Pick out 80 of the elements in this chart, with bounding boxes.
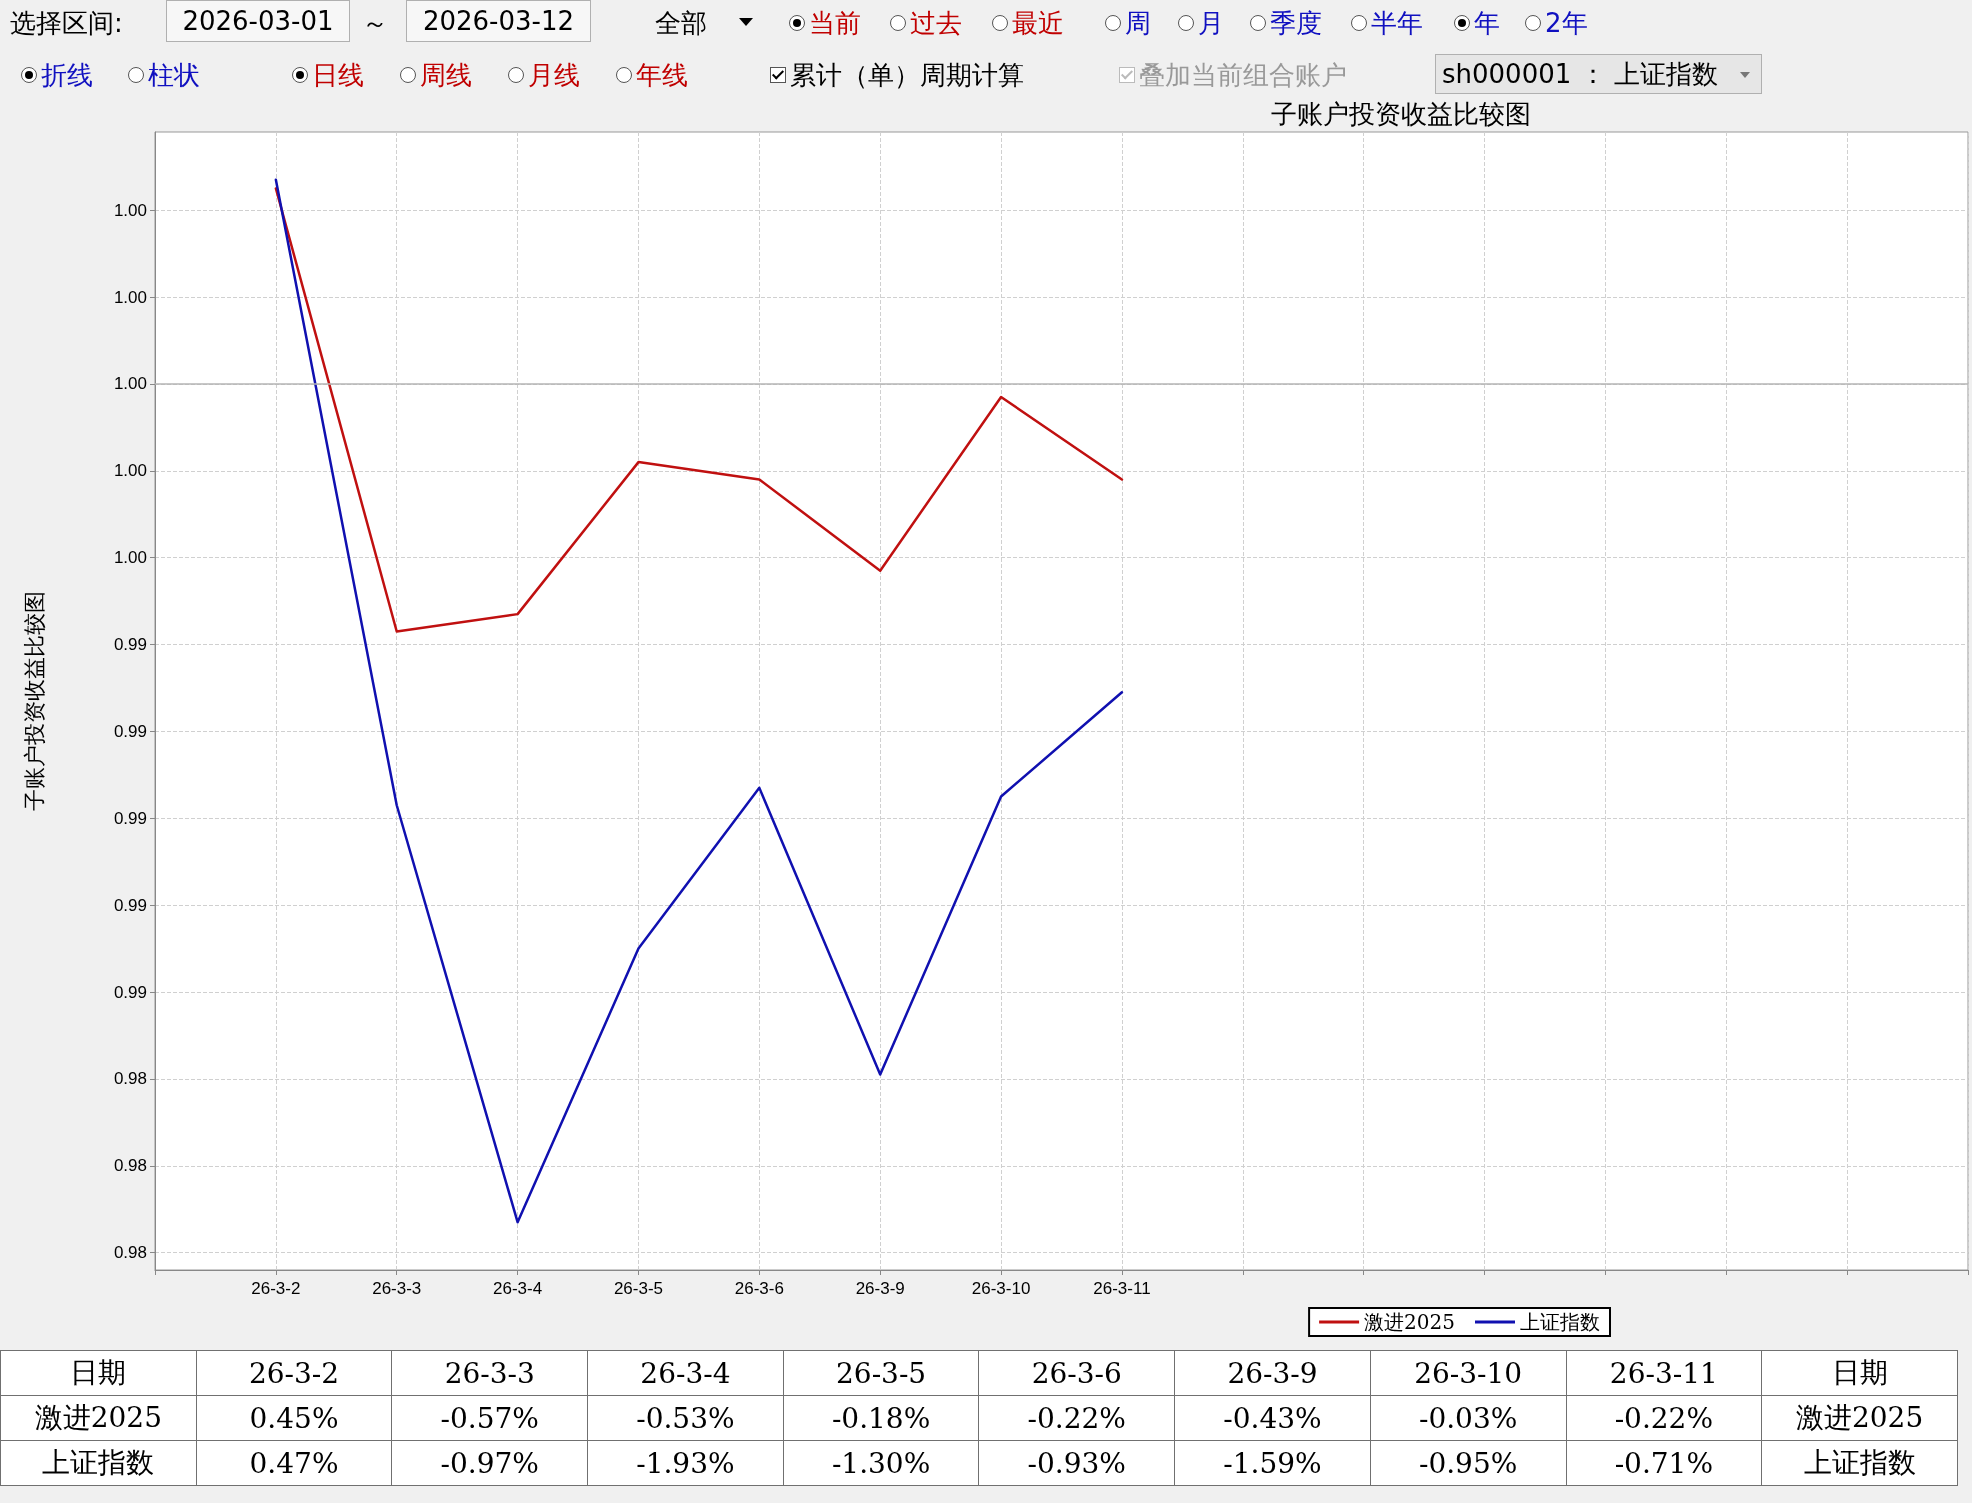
text: 累计（单）周期计算 — [790, 60, 1024, 90]
text: -0.71% — [1566, 1440, 1762, 1486]
text: -1.93% — [587, 1440, 784, 1486]
text: 日期 — [1761, 1350, 1958, 1396]
x-tick-label: 26-3-10 — [971, 1279, 1031, 1298]
text: 年线 — [636, 60, 688, 90]
text: 周 — [1125, 8, 1151, 38]
y-axis-title: 子账户投资收益比较图 — [21, 591, 47, 811]
text: 26-3-6 — [978, 1350, 1175, 1396]
text: 日线 — [312, 60, 364, 90]
text: -0.97% — [391, 1440, 588, 1486]
y-tick-label: 0.98 — [113, 1156, 147, 1176]
y-tick-label: 0.98 — [113, 1069, 147, 1089]
text: 26-3-11 — [1566, 1350, 1762, 1396]
text: -0.22% — [1566, 1395, 1762, 1441]
text: 激进2025 — [0, 1395, 197, 1441]
text: 叠加当前组合账户 — [1139, 60, 1347, 90]
legend-label: 激进2025 — [1364, 1310, 1456, 1334]
y-tick-label: 0.99 — [113, 808, 147, 828]
y-tick-label: 1.00 — [113, 287, 147, 307]
x-tick-label: 26-3-3 — [372, 1279, 422, 1298]
text: -0.43% — [1174, 1395, 1371, 1441]
text: 月线 — [528, 60, 580, 90]
line-series — [274, 187, 1124, 633]
text: -0.03% — [1370, 1395, 1566, 1441]
text: -0.53% — [587, 1395, 784, 1441]
text: -1.59% — [1174, 1440, 1371, 1486]
text: 26-3-3 — [391, 1350, 588, 1396]
text: 0.47% — [196, 1440, 392, 1486]
text: 半年 — [1371, 8, 1423, 38]
line-series — [274, 178, 1124, 1224]
y-tick-label: 0.99 — [113, 721, 147, 741]
text: 全部 — [655, 8, 707, 38]
text: 2年 — [1545, 8, 1588, 38]
text: 年 — [1474, 8, 1500, 38]
text: -0.22% — [978, 1395, 1175, 1441]
y-tick-label: 0.99 — [113, 635, 147, 655]
y-tick-label: 1.00 — [113, 374, 147, 394]
text: 26-3-5 — [783, 1350, 979, 1396]
y-tick-label: 0.99 — [113, 895, 147, 915]
text: 折线 — [41, 60, 93, 90]
text: 26-3-9 — [1174, 1350, 1371, 1396]
text: 当前 — [809, 8, 861, 38]
text: 2026-03-01 — [182, 6, 334, 36]
text: 0.45% — [196, 1395, 392, 1441]
x-tick-label: 26-3-6 — [734, 1279, 784, 1298]
text: 最近 — [1012, 8, 1064, 38]
x-tick-label: 26-3-11 — [1093, 1279, 1151, 1298]
chart-title: 子账户投资收益比较图 — [1271, 99, 1531, 129]
text: 2026-03-12 — [422, 6, 575, 36]
text: -0.95% — [1370, 1440, 1566, 1486]
text: -0.18% — [783, 1395, 979, 1441]
text: 周线 — [420, 60, 472, 90]
text: 选择区间: — [10, 8, 123, 38]
x-tick-label: 26-3-4 — [493, 1279, 543, 1298]
y-tick-label: 1.00 — [113, 200, 147, 220]
text: -1.30% — [783, 1440, 979, 1486]
y-tick-label: 0.99 — [113, 982, 147, 1002]
x-tick-label: 26-3-9 — [855, 1279, 905, 1298]
text: 26-3-4 — [587, 1350, 784, 1396]
text: 日期 — [0, 1350, 197, 1396]
legend-label: 上证指数 — [1520, 1310, 1600, 1334]
text: 26-3-2 — [196, 1350, 392, 1396]
text: 过去 — [910, 8, 962, 38]
x-tick-label: 26-3-2 — [251, 1279, 301, 1298]
y-tick-label: 1.00 — [113, 548, 147, 568]
text: ～ — [362, 8, 388, 38]
text: 柱状 — [148, 60, 200, 90]
text: 激进2025 — [1761, 1395, 1958, 1441]
text: sh000001 ： 上证指数 — [1442, 59, 1718, 89]
x-tick-label: 26-3-5 — [613, 1279, 664, 1298]
text: 上证指数 — [1761, 1440, 1958, 1486]
text: 26-3-10 — [1370, 1350, 1566, 1396]
text: -0.93% — [978, 1440, 1175, 1486]
text: 季度 — [1270, 8, 1322, 38]
y-tick-label: 1.00 — [113, 461, 147, 481]
text: -0.57% — [391, 1395, 588, 1441]
text: 上证指数 — [0, 1440, 197, 1486]
y-tick-label: 0.98 — [113, 1243, 147, 1263]
text: 月 — [1198, 8, 1224, 38]
